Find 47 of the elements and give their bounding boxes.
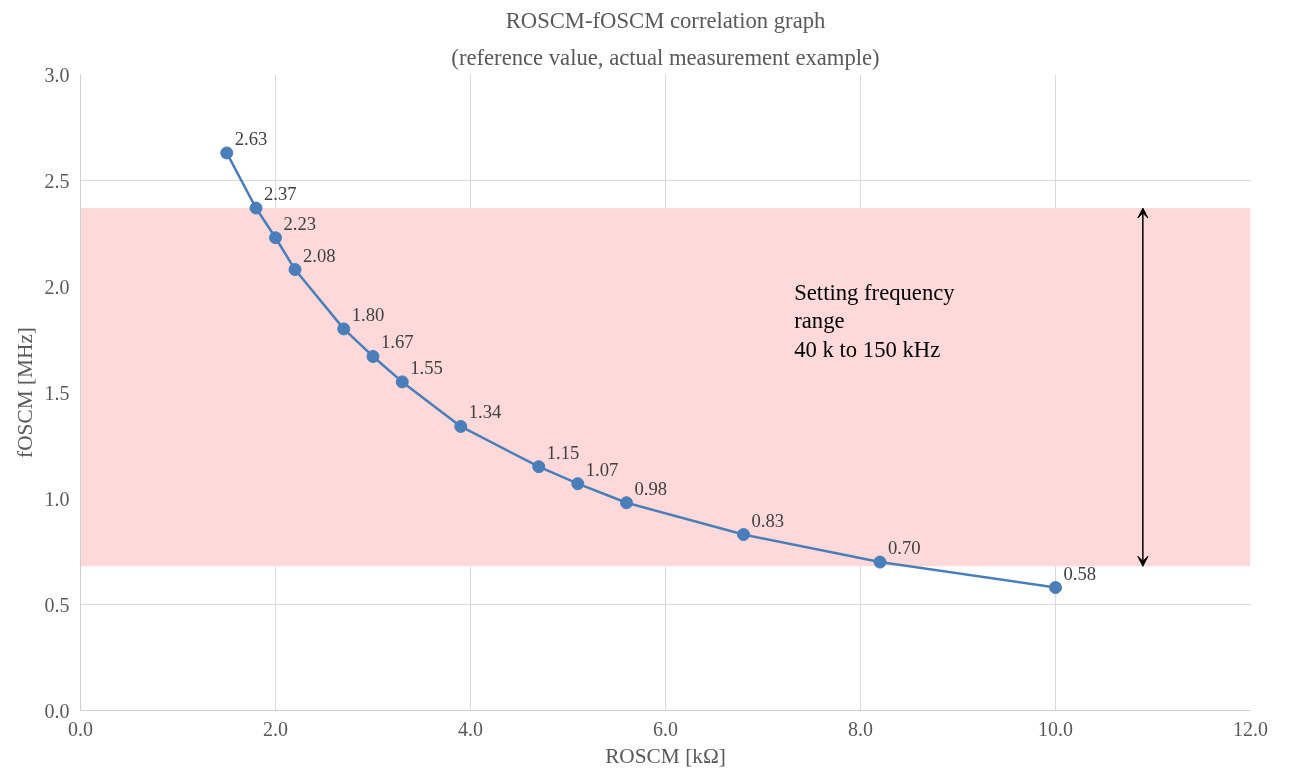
x-tick-label: 0.0: [68, 717, 93, 740]
point: [395, 375, 409, 389]
data-label: 1.55: [410, 356, 443, 378]
y-axis-title: fOSCM [MHz]: [12, 327, 37, 458]
x-axis-title: ROSCM [kΩ]: [605, 743, 726, 768]
x-tick-label: 12.0: [1233, 717, 1268, 740]
point: [1049, 581, 1062, 595]
data-label: 0.58: [1063, 562, 1097, 584]
x-tick-label: 6.0: [653, 717, 678, 740]
chart-title: ROSCM-fOSCM correlation graph: [505, 7, 827, 33]
point: [737, 528, 750, 542]
y-tick-label: 3.0: [44, 63, 70, 86]
data-label: 1.34: [468, 401, 503, 423]
point: [366, 349, 380, 363]
point: [620, 496, 633, 510]
point: [571, 477, 585, 491]
point: [269, 231, 282, 245]
point: [532, 460, 546, 474]
data-label: 1.15: [546, 441, 580, 463]
y-tick-label: 1.5: [44, 381, 70, 404]
point: [337, 322, 351, 336]
y-tick-label: 0.5: [44, 593, 70, 616]
data-label: 1.80: [351, 303, 385, 325]
x-tick-label: 2.0: [263, 717, 288, 740]
y-tick-label: 0.0: [44, 699, 70, 722]
point: [454, 419, 468, 433]
y-tick-label: 1.0: [44, 487, 70, 510]
data-label: 0.70: [888, 537, 921, 559]
point: [873, 555, 887, 569]
y-tick-label: 2.5: [44, 169, 70, 192]
band-label: Setting frequency range 40 k to 150 kHz: [794, 279, 956, 363]
point: [288, 263, 302, 277]
data-label: 1.67: [381, 331, 414, 353]
point: [220, 146, 234, 160]
data-label: 2.63: [234, 127, 268, 149]
data-label: 1.07: [585, 458, 619, 480]
x-tick-label: 8.0: [848, 717, 873, 740]
y-tick-label: 2.0: [44, 275, 70, 298]
chart-subtitle: (reference value, actual measurement example): [451, 44, 880, 70]
data-label: 2.23: [283, 212, 317, 234]
x-tick-label: 10.0: [1038, 717, 1073, 740]
data-label: 2.08: [303, 244, 336, 266]
data-label: 0.83: [751, 509, 785, 531]
point: [249, 201, 263, 215]
x-tick-label: 4.0: [458, 717, 483, 740]
data-label: 2.37: [264, 183, 297, 205]
data-label: 0.98: [634, 477, 668, 499]
